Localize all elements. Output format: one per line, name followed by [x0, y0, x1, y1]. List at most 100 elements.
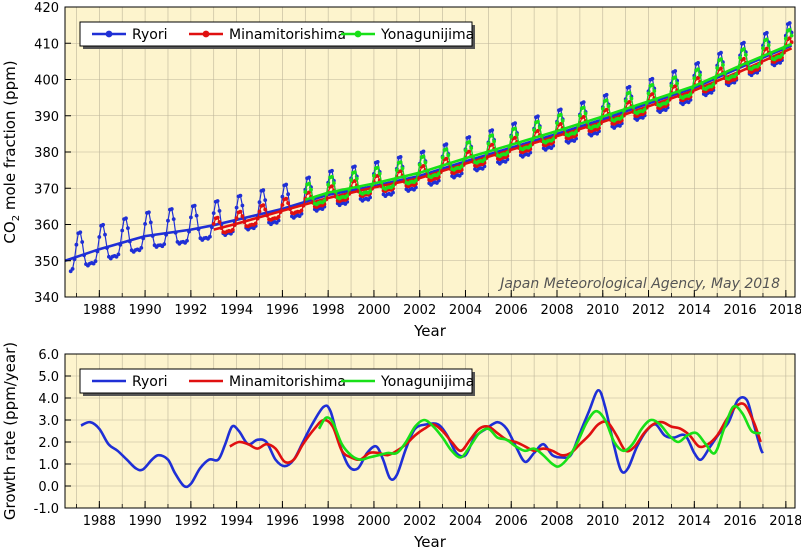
minamitorishima-point [787, 36, 792, 41]
growth-rate-panel: 1988 1990 1992 1994 1996 1998 2000 2002 2004 2006… [1, 342, 801, 550]
top-xtick-label-1988: 1988 [83, 303, 116, 318]
top-ytick-label-420: 420 [34, 1, 59, 16]
yonagunijima-point [490, 133, 495, 138]
bottom-ticks: 1988 1990 1992 1994 1996 1998 2000 2002 2004 2006… [34, 348, 801, 529]
yonagunijima-point [761, 46, 765, 51]
top-ytick-label-360: 360 [34, 219, 59, 234]
yonagunijima-point [354, 176, 359, 181]
yonagunijima-point [555, 121, 559, 125]
ryori-point [627, 84, 632, 89]
ryori-point [208, 234, 212, 239]
yonagunijima-point [391, 184, 395, 188]
top-legend: Ryori Minamitorishima Yonagunijima [79, 21, 475, 49]
ryori-point [261, 188, 266, 193]
ryori-point [101, 222, 105, 227]
ryori-point [70, 267, 75, 271]
ryori-point [375, 160, 380, 164]
growth-yonagunijima-line [317, 404, 762, 468]
minamitorishima-point [742, 56, 746, 61]
ryori-point [217, 209, 222, 213]
yonagunijima-point [734, 72, 739, 77]
minamitorishima-point [276, 215, 281, 219]
ryori-point [143, 222, 148, 226]
yonagunijima-point [642, 107, 647, 112]
yonagunijima-point [436, 171, 441, 176]
minamitorishima-point [263, 207, 268, 212]
yonagunijima-point [766, 43, 771, 48]
ryori-point [558, 107, 563, 112]
yonagunijima-point [423, 160, 428, 165]
ryori-point [719, 50, 723, 55]
ryori-point [234, 205, 239, 210]
yonagunijima-point [581, 105, 586, 110]
ryori-point [80, 240, 85, 244]
minamitorishima-point [513, 135, 517, 140]
ryori-point [169, 207, 174, 211]
top-legend-marker-ryori [105, 30, 113, 38]
top-xtick-label-2004: 2004 [449, 303, 482, 318]
ryori-point [162, 242, 167, 247]
ryori-point [286, 192, 290, 197]
yonagunijima-point [400, 166, 405, 171]
bottom-xtick-label-2002: 2002 [403, 514, 436, 529]
top-series [65, 21, 794, 274]
yonagunijima-point [692, 76, 697, 81]
yonagunijima-point [578, 114, 582, 118]
top-legend-label-minamitorishima: Minamitorishima [229, 27, 346, 43]
yonagunijima-point [669, 83, 674, 88]
ryori-point [604, 92, 609, 97]
bottom-legend-box [79, 368, 473, 394]
top-xtick-label-2014: 2014 [678, 303, 711, 318]
yonagunijima-point [417, 162, 422, 167]
ryori-point [139, 246, 144, 250]
minamitorishima-point [536, 128, 540, 133]
bottom-xtick-label-2000: 2000 [357, 514, 390, 529]
ryori-point [171, 217, 176, 222]
yonagunijima-point [536, 119, 540, 124]
minamitorishima-point [558, 122, 563, 126]
ryori-point [97, 235, 102, 239]
top-xtick-label-1996: 1996 [266, 303, 299, 318]
yonagunijima-point [698, 73, 702, 77]
yonagunijima-point [757, 62, 761, 67]
minamitorishima-point [257, 209, 262, 214]
top-xlabel: Year [413, 322, 447, 340]
ryori-point [189, 215, 193, 220]
ryori-point [421, 149, 426, 154]
ryori-point [673, 69, 678, 73]
yonagunijima-point [606, 104, 611, 109]
minamitorishima-point [719, 66, 723, 71]
bottom-xtick-label-1994: 1994 [220, 514, 253, 529]
ryori-point [103, 232, 107, 237]
yonagunijima-point [623, 99, 628, 103]
yonagunijima-point [509, 135, 514, 139]
ryori-point [391, 190, 395, 195]
bottom-xtick-label-2018: 2018 [769, 514, 801, 529]
yonagunijima-point [787, 27, 792, 32]
ryori-point [696, 61, 700, 65]
minamitorishima-point [581, 114, 586, 119]
ryori-point [368, 195, 372, 200]
ryori-point [166, 218, 170, 223]
ryori-point [74, 242, 79, 247]
yonagunijima-point [469, 146, 474, 151]
yonagunijima-point [532, 128, 536, 132]
yonagunijima-point [368, 189, 372, 194]
yonagunijima-point [345, 193, 350, 198]
yonagunijima-point [505, 150, 510, 155]
ryori-point [126, 226, 130, 231]
ryori-point [211, 211, 216, 216]
minamitorishima-point [650, 92, 655, 96]
yonagunijima-point [398, 160, 403, 165]
yonagunijima-point [326, 182, 331, 187]
ryori-point [215, 199, 220, 203]
top-ytick-label-370: 370 [34, 182, 59, 197]
ryori-point [240, 203, 245, 208]
bottom-xtick-label-1988: 1988 [83, 514, 116, 529]
top-grid [65, 6, 795, 298]
top-ytick-label-410: 410 [34, 37, 59, 52]
top-ylabel: CO2 mole fraction (ppm) [1, 60, 22, 243]
ryori-point [116, 252, 121, 257]
top-xtick-label-1992: 1992 [174, 303, 207, 318]
